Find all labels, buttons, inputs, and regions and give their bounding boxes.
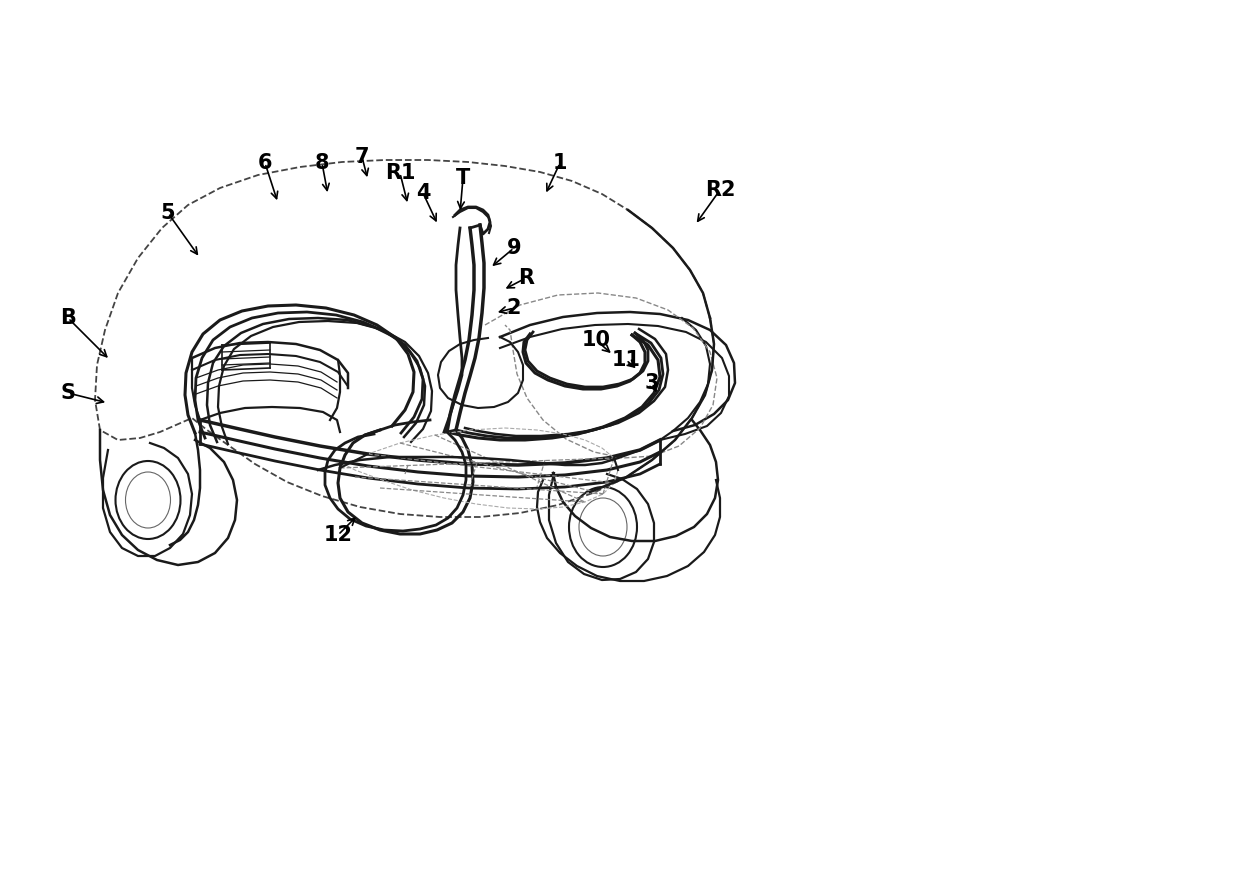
- Text: 2: 2: [507, 298, 521, 318]
- Text: 4: 4: [415, 183, 430, 203]
- Text: B: B: [60, 308, 76, 328]
- Text: R2: R2: [704, 180, 735, 200]
- Text: 10: 10: [582, 330, 610, 350]
- Text: R1: R1: [384, 163, 415, 183]
- Text: 8: 8: [315, 153, 330, 173]
- Text: 6: 6: [258, 153, 273, 173]
- Text: 12: 12: [324, 525, 352, 545]
- Text: 5: 5: [161, 203, 175, 223]
- Text: 11: 11: [611, 350, 641, 370]
- Text: 1: 1: [553, 153, 567, 173]
- Text: 7: 7: [355, 147, 370, 167]
- Text: 3: 3: [645, 373, 660, 393]
- Text: S: S: [61, 383, 76, 403]
- Text: 9: 9: [507, 238, 521, 258]
- Text: T: T: [456, 168, 470, 188]
- Text: R: R: [518, 268, 534, 288]
